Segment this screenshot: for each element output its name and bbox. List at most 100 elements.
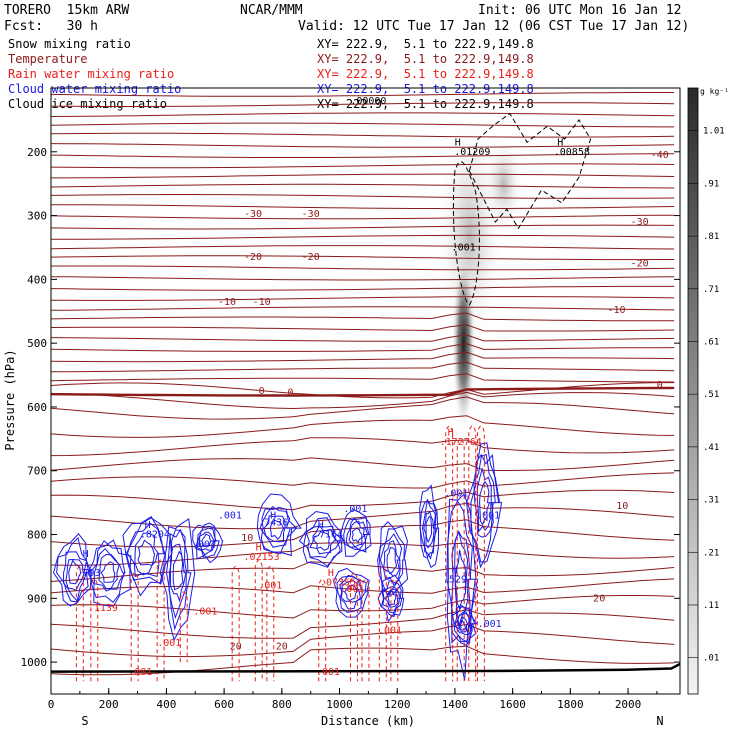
- cloud-water-contour: [454, 530, 469, 626]
- cloud-water-contour: [465, 442, 503, 563]
- isotherm-line: [51, 334, 675, 342]
- isotherm-label: 20: [276, 641, 288, 652]
- cloud-water-contour: [309, 524, 337, 555]
- y-tick-label: 600: [27, 401, 47, 414]
- rain-shaft: [468, 425, 477, 682]
- colorbar-label: .51: [703, 390, 719, 400]
- isotherm-label: -30: [302, 209, 320, 220]
- cloud-water-contour: [195, 522, 220, 559]
- isotherm-line: [51, 296, 675, 301]
- cloud-water-contour: [168, 529, 188, 620]
- rain-shaft: [156, 559, 165, 682]
- cloud-water-contour: [198, 531, 216, 551]
- snow-core: [451, 253, 476, 434]
- cloud-water-contour: [351, 527, 363, 544]
- cloud-water-contour: [343, 517, 371, 553]
- cloud-water-contour: [65, 558, 85, 592]
- isotherm-label: -30: [631, 217, 649, 228]
- cloud-water-contour: [100, 561, 116, 583]
- cloud-water-contour: [339, 574, 364, 610]
- cloud-water-contour: [159, 518, 196, 642]
- colorbar-unit: g kg⁻¹: [700, 87, 729, 96]
- rain-shaft: [130, 572, 139, 682]
- isotherm-line: [51, 173, 675, 179]
- isotherm-line: [51, 396, 675, 420]
- x-tick-label: 1600: [499, 698, 526, 711]
- isotherm-line: [51, 502, 675, 530]
- x-tick-label: 2000: [615, 698, 642, 711]
- isotherm-line: [51, 245, 675, 250]
- legend-snow-xy: XY= 222.9, 5.1 to 222.9,149.8: [317, 37, 534, 51]
- legend-rain: Rain water mixing ratio: [8, 67, 175, 81]
- isotherm-line: [51, 351, 675, 363]
- x-tick-label: 600: [214, 698, 234, 711]
- plot-frame: [50, 87, 681, 695]
- isotherm-line: [51, 391, 675, 410]
- x-tick-label: 1800: [557, 698, 584, 711]
- x-tick-label: 200: [99, 698, 119, 711]
- colorbar-label: .81: [703, 232, 719, 242]
- rain-water-label: .172764: [440, 437, 482, 448]
- isotherm-label: -20: [244, 252, 262, 263]
- cloud-water-label: .793: [76, 568, 100, 579]
- cloud-water-label: .001: [476, 511, 500, 522]
- cloud-water-contour: [56, 536, 90, 603]
- valid-time: Valid: 12 UTC Tue 17 Jan 12 (06 CST Tue …: [298, 19, 690, 34]
- isotherm-line: [51, 561, 675, 582]
- cloud-water-label: .001: [343, 504, 367, 515]
- cloud-water-contour: [305, 525, 341, 559]
- rain-shaft: [378, 565, 387, 682]
- isotherm-line: [51, 595, 675, 619]
- cloud-water-label: .529: [443, 574, 467, 585]
- isotherm-line: [51, 112, 675, 117]
- cloud-water-contour: [425, 515, 433, 544]
- isotherm-line: [51, 214, 675, 220]
- cloud-ice-label: .001: [452, 243, 476, 254]
- rain-water-contours: [75, 425, 485, 682]
- isotherm-line: [51, 437, 675, 457]
- cloud-water-label: .001: [478, 619, 502, 630]
- isotherm-line: [51, 204, 675, 210]
- isotherm-line: [51, 373, 675, 383]
- isotherm-line: [51, 234, 675, 240]
- legend-temperature: Temperature: [8, 52, 88, 66]
- cloud-water-contour: [380, 580, 403, 618]
- cloud-water-contour: [479, 480, 491, 526]
- colorbar-bar: [687, 87, 699, 695]
- cloud-water-label: H: [83, 549, 89, 560]
- y-tick-label: 900: [27, 592, 47, 605]
- cloud-water-contour: [423, 510, 435, 549]
- isotherm-label: -10: [607, 305, 625, 316]
- cloud-water-contour: [377, 574, 405, 623]
- y-axis-label: Pressure (hPa): [3, 349, 17, 450]
- x-end-left: S: [81, 714, 88, 728]
- isotherm-line: [51, 285, 675, 291]
- snow-shading: [435, 114, 524, 434]
- cloud-water-label: .001: [444, 488, 468, 499]
- y-tick-label: 500: [27, 337, 47, 350]
- cloud-water-label: H: [318, 520, 324, 531]
- organization: NCAR/MMM: [240, 3, 303, 18]
- rain-shaft: [266, 565, 275, 682]
- colorbar-label: .41: [703, 443, 719, 453]
- cloud-water-label: H: [270, 511, 276, 522]
- cloud-water-contour: [89, 540, 126, 604]
- isotherm-label: -30: [244, 209, 262, 220]
- y-tick-label: 700: [27, 465, 47, 478]
- ice-contour-core: [452, 161, 480, 306]
- rain-water-label: .073553: [320, 578, 362, 589]
- isotherm-line: [51, 519, 675, 548]
- x-axis-label: Distance (km): [321, 714, 415, 728]
- cloud-water-contour: [454, 549, 467, 611]
- isotherm-label: -10: [253, 297, 271, 308]
- cloud-water-label: .7164: [313, 530, 343, 541]
- cloud-water-contour: [340, 579, 361, 603]
- isotherm-line: [51, 343, 675, 352]
- cloud-water-label: H: [452, 565, 458, 576]
- temperature-isotherms: [51, 92, 675, 676]
- rain-shaft: [75, 565, 84, 682]
- cloud-ice-label: .00000: [350, 96, 386, 107]
- cloud-water-contour: [470, 453, 500, 569]
- legend-rain-xy: XY= 222.9, 5.1 to 222.9,149.8: [317, 67, 534, 81]
- isotherm-line: [51, 609, 675, 639]
